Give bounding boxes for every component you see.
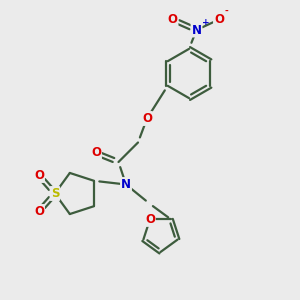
Text: -: -	[224, 7, 228, 16]
Text: O: O	[91, 146, 101, 160]
Text: O: O	[214, 13, 224, 26]
Text: S: S	[51, 187, 59, 200]
Text: +: +	[202, 18, 209, 27]
Text: O: O	[142, 112, 152, 125]
Text: O: O	[167, 13, 178, 26]
Text: O: O	[34, 169, 44, 182]
Text: N: N	[191, 23, 202, 37]
Text: O: O	[145, 213, 155, 226]
Text: N: N	[121, 178, 131, 191]
Text: O: O	[34, 205, 44, 218]
